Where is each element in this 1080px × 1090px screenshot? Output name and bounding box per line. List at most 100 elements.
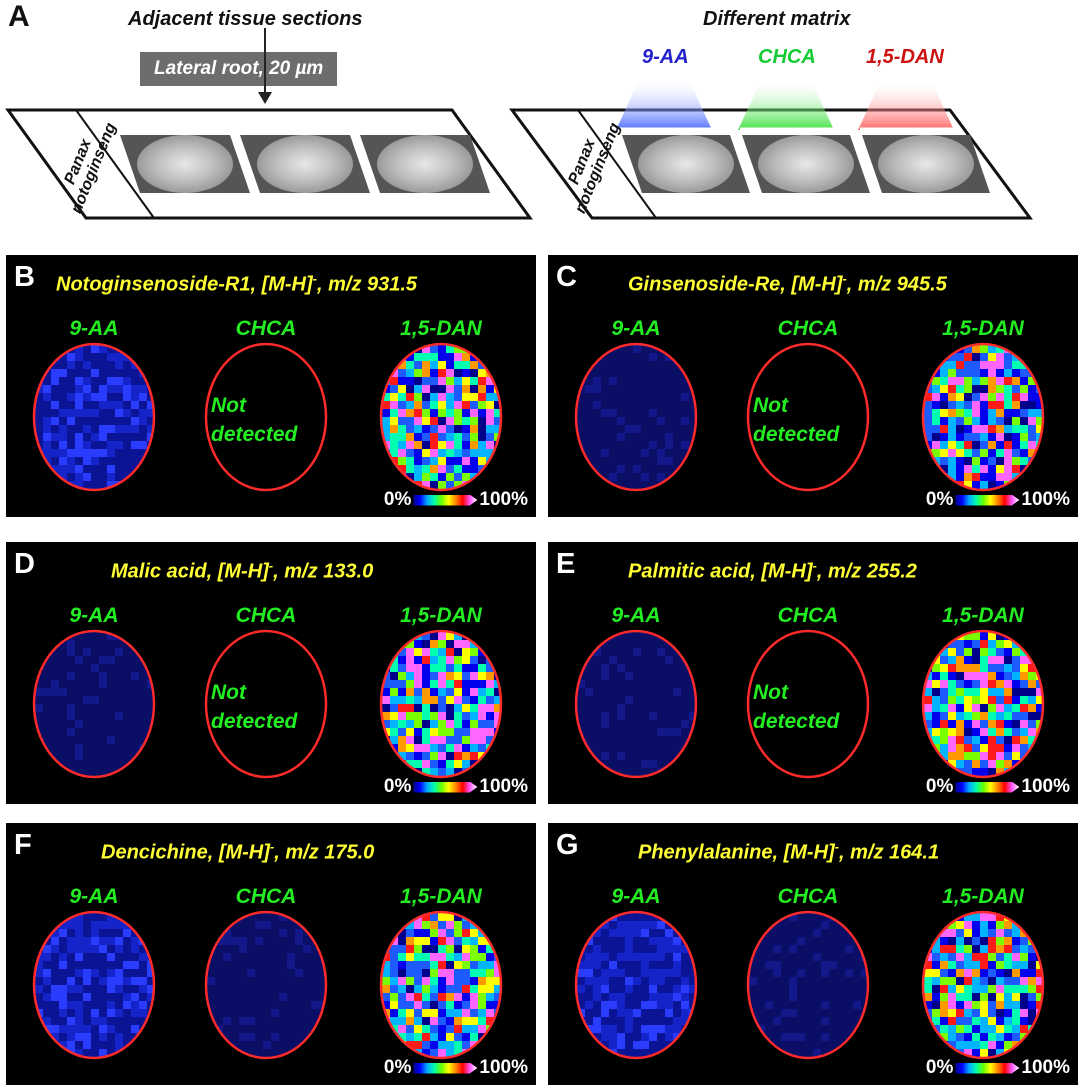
scale-gradient-bar [955, 781, 1020, 793]
column-label: 1,5-DAN [942, 317, 1024, 340]
scale-max: 100% [1021, 776, 1070, 797]
scale-min: 0% [383, 1057, 412, 1078]
mz-value: , m/z 945.5 [846, 273, 947, 296]
scale-gradient-bar [413, 781, 478, 793]
mz-value: , m/z 164.1 [839, 841, 940, 864]
panel-title: Palmitic acid, [M-H]-, m/z 255.2 [628, 558, 917, 584]
column-label: CHCA [777, 604, 839, 627]
tissue-image-9aa [32, 910, 156, 1060]
panel-letter: B [14, 261, 35, 293]
scale-min: 0% [925, 1057, 954, 1078]
column-label: CHCA [235, 317, 297, 340]
not-detected-text: Not detected [211, 391, 297, 449]
not-detected-text: Not detected [753, 391, 839, 449]
tissue-image-chca [204, 342, 328, 492]
panel-title: Notoginsenoside-R1, [M-H]-, m/z 931.5 [56, 271, 417, 297]
scale-min: 0% [383, 776, 412, 797]
column-label: 9-AA [611, 317, 661, 340]
ion-charge: - [834, 839, 840, 854]
tissue-image-15dan [379, 910, 503, 1060]
scale-gradient-bar [413, 494, 478, 506]
matrix-label-chca: CHCA [758, 46, 816, 68]
tissue-image-15dan [379, 629, 503, 779]
tissue-image-15dan [921, 629, 1045, 779]
matrix-label-9aa: 9-AA [642, 46, 689, 68]
compound-name: Ginsenoside-Re, [M-H] [628, 273, 843, 296]
color-scale: 0% 100% [926, 489, 1070, 511]
spray-15dan [858, 78, 954, 130]
scale-max: 100% [479, 1057, 528, 1078]
different-matrix-title: Different matrix [703, 8, 851, 30]
scale-min: 0% [383, 489, 412, 510]
mz-value: , m/z 175.0 [274, 841, 375, 864]
not-detected-line-1: Not [211, 681, 246, 704]
mz-value: , m/z 931.5 [317, 273, 418, 296]
scale-gradient-bar [413, 1062, 478, 1074]
panel-f: F Dencichine, [M-H]-, m/z 175.0 9-AA CHCA 1,… [6, 823, 536, 1085]
column-label: 9-AA [611, 885, 661, 908]
not-detected-line-2: detected [753, 710, 840, 733]
panel-title: Phenylalanine, [M-H]-, m/z 164.1 [638, 839, 939, 865]
color-scale: 0% 100% [926, 1057, 1070, 1079]
tissue-image-9aa [32, 342, 156, 492]
scale-min: 0% [925, 776, 954, 797]
panel-c: C Ginsenoside-Re, [M-H]-, m/z 945.5 9-AA CH… [548, 255, 1078, 517]
not-detected-text: Not detected [211, 678, 297, 736]
ion-charge: - [269, 839, 275, 854]
spray-chca [738, 78, 834, 130]
color-scale: 0% 100% [384, 489, 528, 511]
panel-title: Malic acid, [M-H]-, m/z 133.0 [111, 558, 373, 584]
column-label: 9-AA [69, 317, 119, 340]
compound-name: Palmitic acid, [M-H] [628, 560, 813, 583]
compound-name: Phenylalanine, [M-H] [638, 841, 835, 864]
left-sections [120, 135, 490, 193]
scale-gradient-bar [955, 494, 1020, 506]
column-label: 1,5-DAN [942, 885, 1024, 908]
column-label: 1,5-DAN [400, 317, 482, 340]
panel-title: Dencichine, [M-H]-, m/z 175.0 [101, 839, 374, 865]
column-label: 9-AA [611, 604, 661, 627]
ion-charge: - [842, 271, 847, 286]
ion-charge: - [812, 558, 817, 573]
tissue-image-chca [746, 910, 870, 1060]
column-label: 9-AA [69, 885, 119, 908]
not-detected-line-2: detected [211, 423, 298, 446]
column-label: CHCA [235, 885, 297, 908]
matrix-label-15dan: 1,5-DAN [866, 46, 944, 68]
tissue-image-15dan [921, 910, 1045, 1060]
column-label: 9-AA [69, 604, 119, 627]
column-label: CHCA [235, 604, 297, 627]
column-label: CHCA [777, 317, 839, 340]
tissue-image-9aa [32, 629, 156, 779]
scale-max: 100% [1021, 489, 1070, 510]
panel-e: E Palmitic acid, [M-H]-, m/z 255.2 9-AA CHC… [548, 542, 1078, 804]
panel-letter: F [14, 829, 32, 861]
color-scale: 0% 100% [384, 776, 528, 798]
tissue-image-chca [746, 629, 870, 779]
scale-max: 100% [479, 776, 528, 797]
panel-letter-a: A [8, 0, 30, 33]
tissue-image-chca [204, 629, 328, 779]
lateral-root-tag: Lateral root, 20 µm [140, 52, 338, 86]
color-scale: 0% 100% [384, 1057, 528, 1079]
tissue-image-9aa [574, 342, 698, 492]
column-label: 1,5-DAN [400, 885, 482, 908]
panel-b: B Notoginsenoside-R1, [M-H]-, m/z 931.5 9-… [6, 255, 536, 517]
not-detected-text: Not detected [753, 678, 839, 736]
not-detected-line-1: Not [211, 394, 246, 417]
spray-9aa [616, 78, 712, 130]
compound-name: Malic acid, [M-H] [111, 560, 269, 583]
scale-gradient-bar [955, 1062, 1020, 1074]
not-detected-line-1: Not [753, 681, 788, 704]
scale-max: 100% [1021, 1057, 1070, 1078]
panel-a-illustration [5, 28, 1033, 220]
panel-letter: E [556, 548, 576, 580]
panel-g: G Phenylalanine, [M-H]-, m/z 164.1 9-AA CHC… [548, 823, 1078, 1085]
tissue-image-15dan [921, 342, 1045, 492]
not-detected-line-2: detected [211, 710, 298, 733]
not-detected-line-2: detected [753, 423, 840, 446]
tissue-image-chca [746, 342, 870, 492]
panel-letter: C [556, 261, 577, 293]
panel-title: Ginsenoside-Re, [M-H]-, m/z 945.5 [628, 271, 947, 297]
right-sections [622, 135, 990, 193]
